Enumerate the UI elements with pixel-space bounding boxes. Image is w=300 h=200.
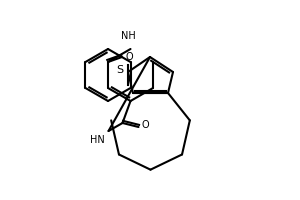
Text: O: O	[142, 120, 149, 130]
Text: HN: HN	[90, 135, 104, 145]
Text: S: S	[116, 65, 124, 75]
Text: O: O	[125, 52, 133, 62]
Text: NH: NH	[121, 31, 136, 41]
